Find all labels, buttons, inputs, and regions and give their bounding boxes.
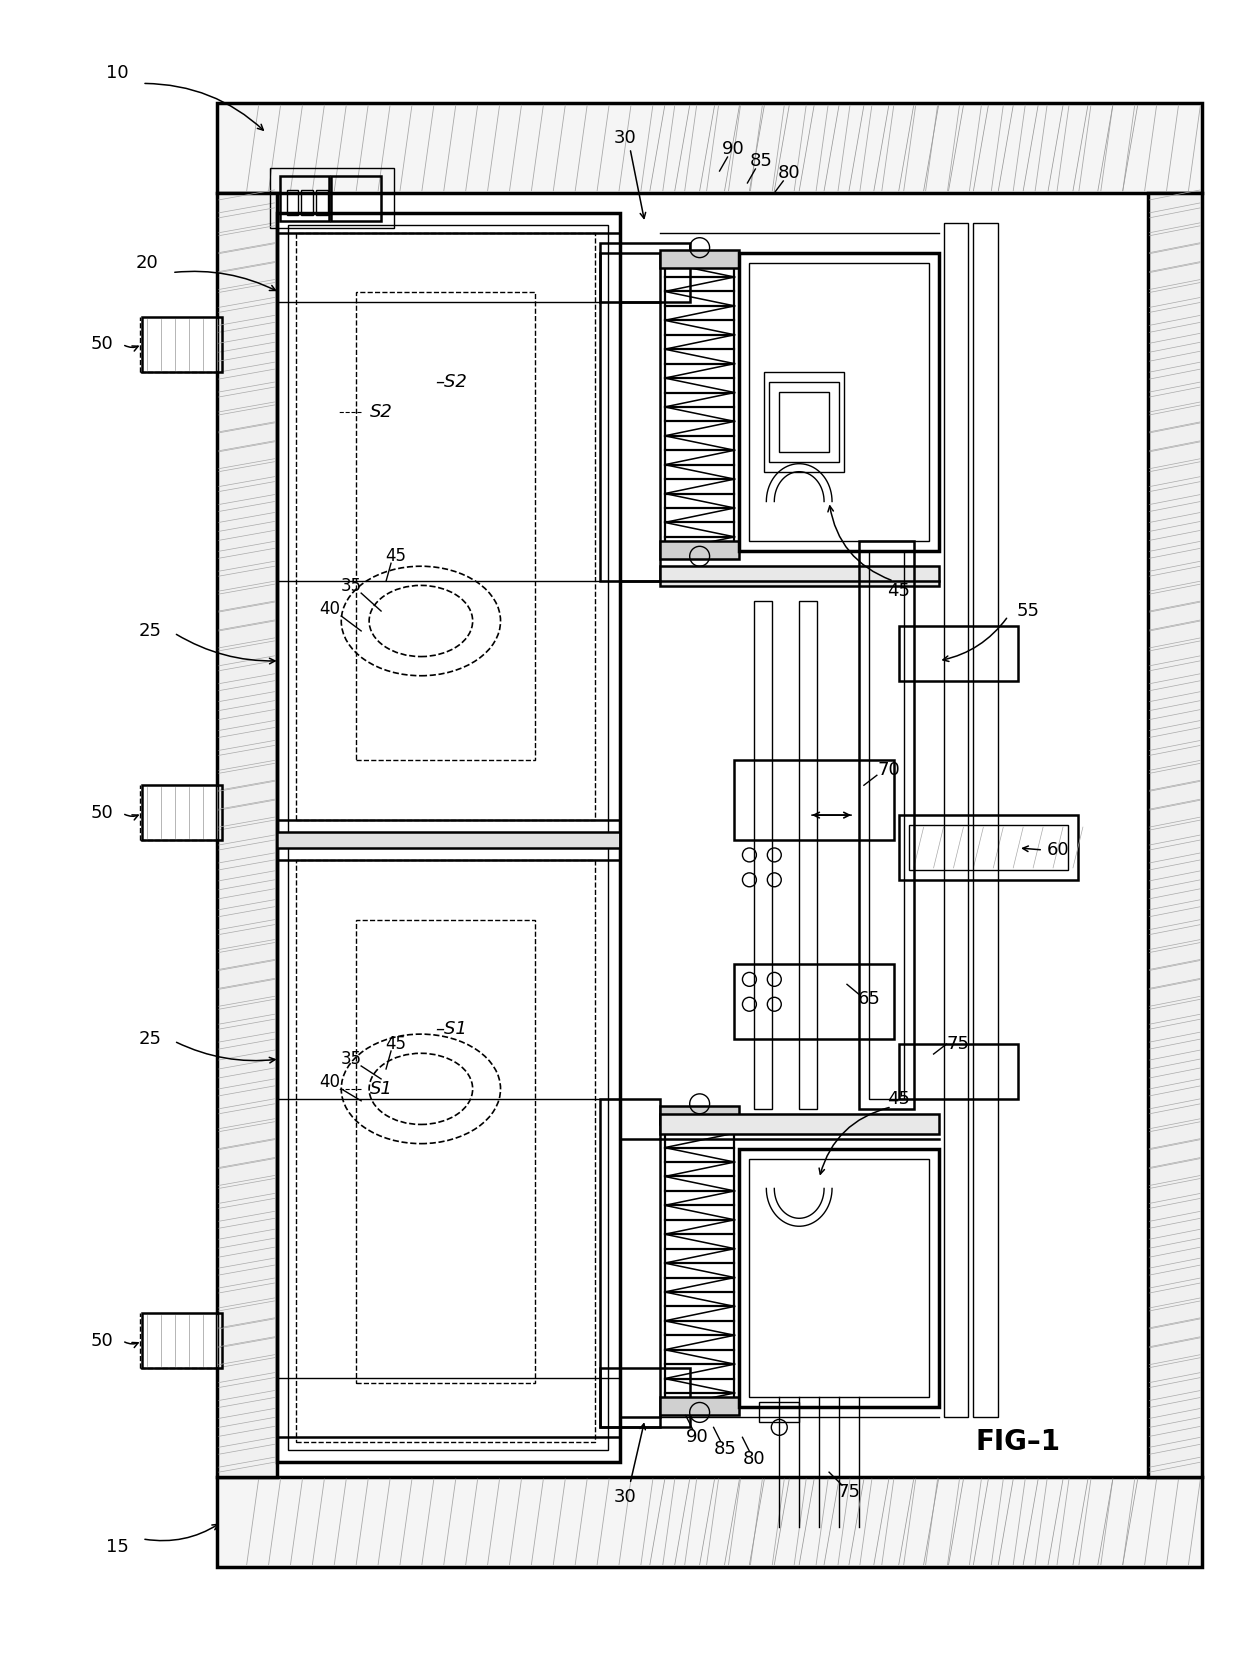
- Text: 50: 50: [91, 805, 114, 822]
- Text: 45: 45: [386, 548, 407, 564]
- Bar: [286, 190, 299, 215]
- Bar: [660, 250, 739, 267]
- Bar: [909, 825, 1068, 870]
- Text: 35: 35: [341, 578, 362, 595]
- Bar: [143, 318, 222, 371]
- Bar: [1148, 193, 1203, 1477]
- Text: 50: 50: [91, 336, 114, 353]
- Text: 45: 45: [888, 583, 910, 600]
- Bar: [600, 1368, 689, 1428]
- Bar: [869, 551, 904, 1099]
- Text: 80: 80: [777, 165, 801, 181]
- Text: 15: 15: [105, 1537, 129, 1556]
- Bar: [331, 176, 381, 220]
- Bar: [769, 381, 839, 462]
- Text: 75: 75: [837, 1483, 861, 1500]
- Bar: [899, 1043, 1018, 1099]
- Text: 50: 50: [91, 1332, 114, 1349]
- Text: 25: 25: [139, 1030, 161, 1048]
- Bar: [277, 213, 620, 1462]
- Bar: [277, 832, 620, 848]
- Text: 30: 30: [614, 1488, 636, 1505]
- Bar: [660, 1398, 739, 1416]
- Bar: [764, 371, 844, 472]
- Bar: [279, 176, 330, 220]
- Text: 80: 80: [743, 1450, 766, 1468]
- Text: 40: 40: [319, 1074, 340, 1090]
- Bar: [356, 292, 536, 761]
- Text: 90: 90: [686, 1428, 709, 1446]
- Text: 55: 55: [1017, 601, 1039, 620]
- Bar: [660, 1105, 739, 1124]
- Bar: [217, 102, 1203, 193]
- Text: S2: S2: [370, 403, 393, 422]
- Text: 45: 45: [386, 1035, 407, 1053]
- Bar: [289, 225, 608, 1450]
- Text: 65: 65: [857, 990, 880, 1008]
- Text: 30: 30: [614, 129, 636, 148]
- Text: –S2: –S2: [435, 373, 466, 391]
- Text: 45: 45: [888, 1090, 910, 1107]
- Text: 90: 90: [722, 139, 745, 158]
- Bar: [600, 242, 689, 302]
- Bar: [749, 262, 929, 541]
- Bar: [217, 193, 277, 1477]
- Bar: [600, 252, 660, 581]
- Bar: [143, 785, 222, 840]
- Bar: [296, 860, 595, 1443]
- Bar: [660, 1114, 939, 1134]
- Text: 10: 10: [105, 64, 129, 82]
- Bar: [754, 601, 773, 1109]
- Bar: [660, 566, 939, 586]
- Text: –S1: –S1: [435, 1020, 466, 1038]
- Bar: [301, 190, 314, 215]
- Bar: [660, 541, 739, 559]
- Text: 40: 40: [319, 600, 340, 618]
- Bar: [739, 1149, 939, 1408]
- Text: 35: 35: [341, 1050, 362, 1068]
- Text: S1: S1: [370, 1080, 393, 1097]
- Bar: [217, 1477, 1203, 1567]
- Bar: [899, 627, 1018, 680]
- Bar: [734, 964, 894, 1040]
- Text: 85: 85: [750, 153, 773, 170]
- Bar: [973, 223, 998, 1418]
- Bar: [269, 168, 394, 228]
- Text: 25: 25: [139, 622, 161, 640]
- Bar: [739, 252, 939, 551]
- Bar: [759, 1403, 800, 1423]
- Text: 70: 70: [878, 761, 900, 780]
- Bar: [944, 223, 968, 1418]
- Bar: [143, 1312, 222, 1368]
- Text: 85: 85: [714, 1440, 737, 1458]
- Bar: [356, 919, 536, 1383]
- Text: 20: 20: [135, 254, 159, 272]
- Text: 75: 75: [947, 1035, 970, 1053]
- Bar: [859, 541, 914, 1109]
- Bar: [899, 815, 1078, 880]
- Bar: [749, 1159, 929, 1398]
- Bar: [296, 234, 595, 820]
- Bar: [600, 1099, 660, 1428]
- Bar: [316, 190, 329, 215]
- Text: FIG–1: FIG–1: [976, 1428, 1060, 1457]
- Bar: [734, 761, 894, 840]
- Text: 60: 60: [1047, 842, 1069, 858]
- Bar: [779, 391, 830, 452]
- Bar: [800, 601, 817, 1109]
